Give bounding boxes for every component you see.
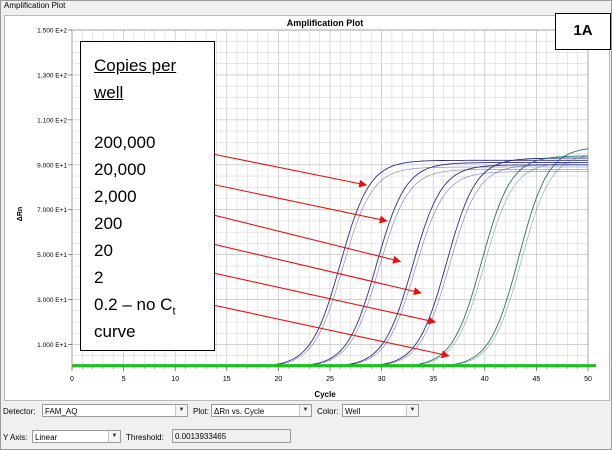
y-axis-scale-label: Y Axis: bbox=[3, 433, 28, 442]
legend-item: 20 bbox=[94, 241, 113, 260]
x-tick-label: 10 bbox=[171, 376, 179, 383]
detector-label: Detector: bbox=[3, 407, 36, 416]
chevron-down-icon[interactable]: ▼ bbox=[406, 405, 418, 416]
legend-no-ct-subscript: t bbox=[172, 305, 176, 318]
color-value: Well bbox=[345, 407, 361, 416]
color-label: Color: bbox=[317, 407, 339, 416]
x-tick-label: 0 bbox=[70, 376, 74, 383]
x-tick-label: 20 bbox=[275, 376, 283, 383]
legend-item: 20,000 bbox=[94, 160, 146, 179]
x-axis-label: Cycle bbox=[314, 390, 336, 399]
y-tick-label: 7.000 E+1 bbox=[37, 207, 67, 214]
legend-item: 2 bbox=[94, 268, 104, 287]
annotation-arrow bbox=[187, 148, 368, 188]
detector-value: FAM_AQ bbox=[45, 407, 78, 416]
x-tick-label: 15 bbox=[223, 376, 231, 383]
x-tick-label: 45 bbox=[533, 376, 541, 383]
controls-bar: Detector: FAM_AQ ▼ Plot: ΔRn vs. Cycle ▼… bbox=[1, 401, 611, 449]
x-tick-label: 40 bbox=[481, 376, 489, 383]
window-title: Amplification Plot bbox=[4, 1, 66, 10]
plot-select[interactable]: ΔRn vs. Cycle ▼ bbox=[211, 404, 312, 417]
x-tick-label: 25 bbox=[326, 376, 334, 383]
y-tick-label: 1.000 E+1 bbox=[37, 342, 67, 349]
panel-badge-label: 1A bbox=[573, 22, 593, 39]
legend-item: 200,000 bbox=[94, 133, 156, 152]
y-tick-label: 1.500 E+2 bbox=[37, 28, 67, 35]
chevron-down-icon[interactable]: ▼ bbox=[108, 431, 120, 442]
chart-title: Amplification Plot bbox=[287, 18, 364, 28]
amplification-curve bbox=[216, 159, 588, 367]
legend-item-no-ct: 0.2 – no Ct bbox=[94, 295, 176, 317]
legend-item: 200 bbox=[94, 214, 123, 233]
legend-heading-line2: well bbox=[94, 83, 124, 102]
window-titlebar: Amplification Plot bbox=[1, 1, 611, 14]
y-axis-scale-value: Linear bbox=[35, 433, 58, 442]
plot-label: Plot: bbox=[193, 407, 210, 416]
chevron-down-icon[interactable]: ▼ bbox=[175, 405, 187, 416]
x-tick-label: 5 bbox=[122, 376, 126, 383]
y-tick-label: 5.000 E+1 bbox=[37, 252, 67, 259]
legend-no-ct-text: 0.2 – no C bbox=[94, 295, 173, 314]
y-tick-label: 3.000 E+1 bbox=[37, 297, 67, 304]
copies-legend-box: Copies per well 200,000 20,000 2,000 200… bbox=[80, 41, 215, 351]
chevron-down-icon[interactable]: ▼ bbox=[299, 405, 311, 416]
x-tick-label: 35 bbox=[429, 376, 437, 383]
panel-badge: 1A bbox=[555, 13, 611, 50]
y-axis-scale-select[interactable]: Linear ▼ bbox=[32, 430, 121, 443]
threshold-field[interactable]: 0.0013933465 bbox=[172, 429, 291, 443]
legend-heading-line1: Copies per bbox=[94, 56, 177, 75]
x-tick-label: 50 bbox=[584, 376, 592, 383]
color-select[interactable]: Well ▼ bbox=[342, 404, 419, 417]
y-tick-label: 9.000 E+1 bbox=[37, 162, 67, 169]
threshold-label: Threshold: bbox=[126, 433, 164, 442]
legend-item: 2,000 bbox=[94, 187, 137, 206]
y-tick-label: 1.100 E+2 bbox=[37, 117, 67, 124]
axes: 0 5 10 15 20 25 30 35 40 45 50 1.000 E+1 3.000 E+1 5.… bbox=[37, 28, 592, 384]
plot-value: ΔRn vs. Cycle bbox=[214, 407, 265, 416]
y-axis-label: ΔRn bbox=[17, 207, 24, 221]
x-tick-label: 30 bbox=[378, 376, 386, 383]
y-tick-label: 1.300 E+2 bbox=[37, 72, 67, 79]
legend-no-ct-line2: curve bbox=[94, 322, 136, 341]
detector-select[interactable]: FAM_AQ ▼ bbox=[42, 404, 188, 417]
